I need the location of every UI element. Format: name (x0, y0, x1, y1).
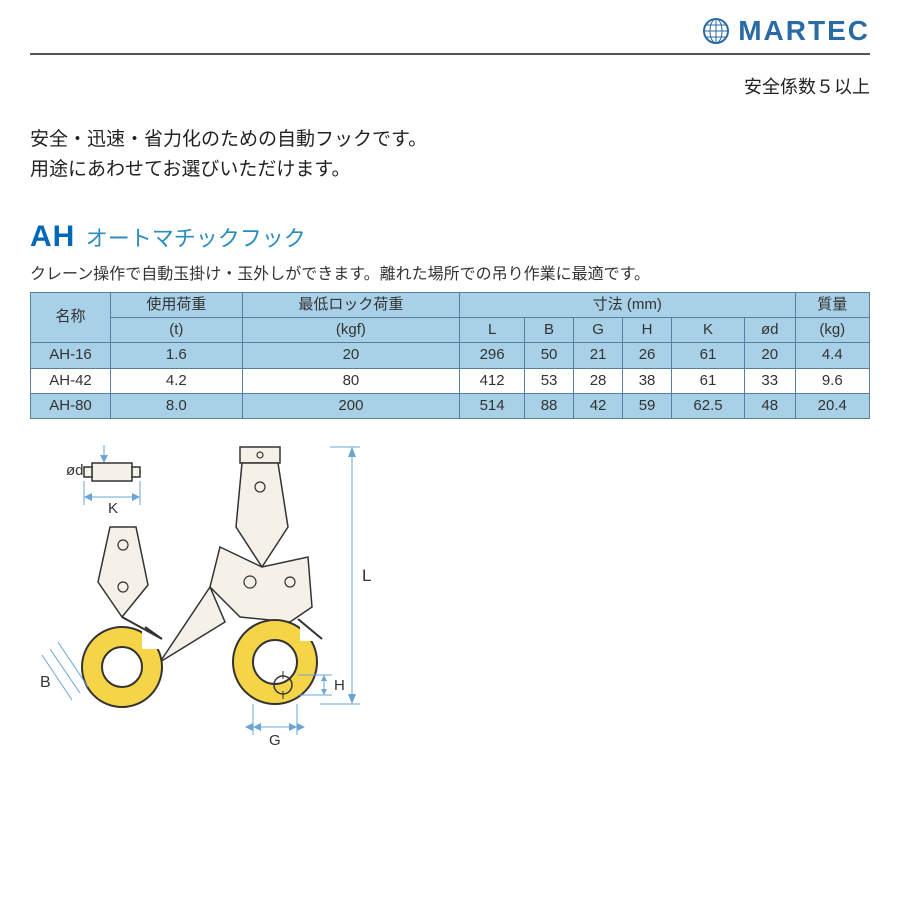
col-B: B (525, 318, 574, 343)
dim-label-od: ød (66, 462, 84, 479)
cell-od: 20 (744, 343, 795, 368)
brand-name: MARTEC (738, 15, 870, 47)
cell-L: 296 (460, 343, 525, 368)
cell-od: 48 (744, 393, 795, 418)
cell-name: AH-80 (31, 393, 111, 418)
product-code: AH (30, 220, 75, 253)
spec-table: 名称 使用荷重 最低ロック荷重 寸法 (mm) 質量 (t) (kgf) L B… (30, 292, 870, 419)
cell-load: 8.0 (111, 393, 243, 418)
col-dim: 寸法 (mm) (460, 292, 795, 317)
cell-mass: 20.4 (795, 393, 869, 418)
table-row: AH-424.28041253283861339.6 (31, 368, 870, 393)
intro-line-1: 安全・迅速・省力化のための自動フックです。 (30, 125, 870, 155)
cell-min_lock: 20 (242, 343, 460, 368)
cell-G: 42 (574, 393, 623, 418)
dim-label-G: G (269, 732, 281, 749)
col-mass-label: 質量 (795, 292, 869, 317)
col-minlock-unit: (kgf) (242, 318, 460, 343)
cell-G: 21 (574, 343, 623, 368)
col-minlock-label: 最低ロック荷重 (242, 292, 460, 317)
dim-label-L: L (362, 566, 371, 585)
col-L: L (460, 318, 525, 343)
cell-H: 38 (623, 368, 672, 393)
col-load-label: 使用荷重 (111, 292, 243, 317)
cell-mass: 4.4 (795, 343, 869, 368)
intro-text: 安全・迅速・省力化のための自動フックです。 用途にあわせてお選びいただけます。 (30, 125, 870, 186)
col-G: G (574, 318, 623, 343)
intro-line-2: 用途にあわせてお選びいただけます。 (30, 155, 870, 185)
cell-B: 53 (525, 368, 574, 393)
cell-min_lock: 80 (242, 368, 460, 393)
cell-name: AH-42 (31, 368, 111, 393)
dimension-diagram: ød K (30, 437, 870, 762)
dim-label-B: B (40, 674, 51, 691)
cell-load: 1.6 (111, 343, 243, 368)
cell-L: 514 (460, 393, 525, 418)
col-name: 名称 (31, 292, 111, 343)
safety-factor-note: 安全係数５以上 (30, 73, 870, 99)
cell-G: 28 (574, 368, 623, 393)
cell-min_lock: 200 (242, 393, 460, 418)
cell-K: 61 (672, 368, 745, 393)
cell-K: 61 (672, 343, 745, 368)
cell-H: 26 (623, 343, 672, 368)
product-description: クレーン操作で自動玉掛け・玉外しができます。離れた場所での吊り作業に最適です。 (30, 260, 870, 284)
col-load-unit: (t) (111, 318, 243, 343)
product-name: オートマチックフック (86, 226, 306, 251)
dim-label-H: H (334, 677, 345, 694)
col-mass-unit: (kg) (795, 318, 869, 343)
table-row: AH-161.62029650212661204.4 (31, 343, 870, 368)
table-row: AH-808.020051488425962.54820.4 (31, 393, 870, 418)
col-K: K (672, 318, 745, 343)
col-H: H (623, 318, 672, 343)
cell-H: 59 (623, 393, 672, 418)
cell-B: 50 (525, 343, 574, 368)
cell-od: 33 (744, 368, 795, 393)
cell-mass: 9.6 (795, 368, 869, 393)
cell-L: 412 (460, 368, 525, 393)
cell-name: AH-16 (31, 343, 111, 368)
globe-icon (702, 17, 730, 45)
cell-load: 4.2 (111, 368, 243, 393)
product-title: AH オートマチックフック (30, 220, 870, 254)
brand-header: MARTEC (30, 15, 870, 55)
dim-label-K: K (108, 500, 118, 517)
cell-B: 88 (525, 393, 574, 418)
col-od: ød (744, 318, 795, 343)
cell-K: 62.5 (672, 393, 745, 418)
